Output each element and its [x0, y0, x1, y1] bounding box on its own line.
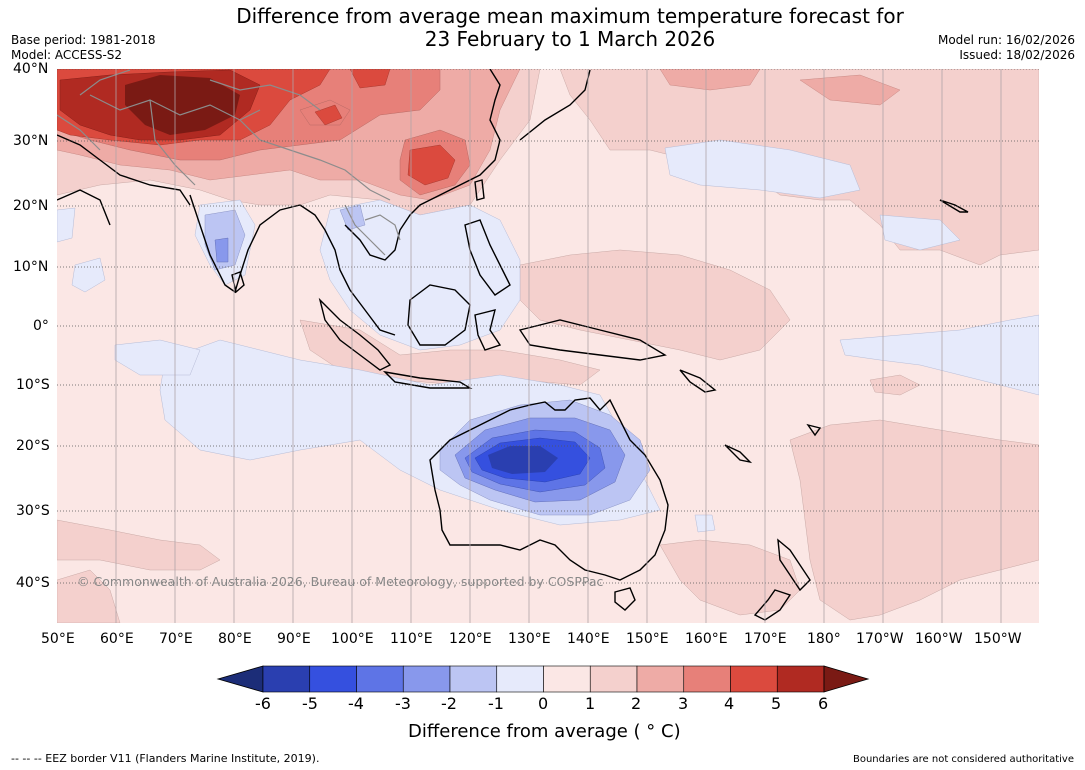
lon-label: 100°E: [331, 631, 374, 647]
colorbar-cell: [309, 665, 357, 693]
colorbar-cell: [449, 665, 498, 693]
base-period: Base period: 1981-2018: [11, 33, 156, 47]
lon-label: 90°E: [277, 631, 311, 647]
coastlines: [57, 69, 969, 621]
colorbar-cell: [402, 665, 451, 693]
lat-label: 10°N: [13, 259, 49, 275]
colorbar-tick-label: -5: [302, 694, 318, 713]
map-title-line-2: 23 February to 1 March 2026: [424, 27, 716, 51]
colorbar-extend-low: [216, 665, 264, 693]
colorbar-tick-label: -4: [348, 694, 364, 713]
colorbar-tick-label: 5: [771, 694, 782, 713]
lat-label: 0°: [33, 318, 49, 334]
colorbar-tick-label: 1: [585, 694, 596, 713]
lon-label: 180°: [807, 631, 841, 647]
colorbar-tick-label: -1: [488, 694, 504, 713]
copyright-notice: © Commonwealth of Australia 2026, Bureau…: [77, 574, 604, 589]
colorbar-tick-label: -6: [255, 694, 271, 713]
colorbar-cell: [730, 665, 778, 693]
colorbar-cell: [496, 665, 544, 693]
lon-label: 150°E: [626, 631, 669, 647]
colorbar-tick-label: -2: [441, 694, 457, 713]
colorbar: [216, 665, 870, 693]
cool-minus5-minus6-zones: [488, 446, 558, 474]
lon-label: 110°E: [390, 631, 433, 647]
colorbar-tick-label: 0: [538, 694, 549, 713]
colorbar-tick-label: 4: [724, 694, 735, 713]
warm-above-6-zones: [125, 75, 240, 135]
lon-label: 70°E: [159, 631, 193, 647]
lon-label: 140°E: [567, 631, 610, 647]
lon-label: 60°E: [100, 631, 134, 647]
lon-label: 170°W: [856, 631, 904, 647]
colorbar-cells: [262, 665, 825, 693]
model-run: Model run: 16/02/2026: [937, 33, 1075, 47]
lon-label: 150°W: [974, 631, 1022, 647]
colorbar-tick-label: -3: [395, 694, 411, 713]
anomaly-field: [57, 69, 1039, 623]
lon-label: 130°E: [508, 631, 551, 647]
lat-label: 40°S: [16, 575, 50, 591]
model-name: Model: ACCESS-S2: [11, 48, 123, 62]
eez-legend: -- -- -- EEZ border V11 (Flanders Marine…: [11, 752, 320, 765]
lon-label: 170°E: [744, 631, 787, 647]
colorbar-tick-label: 6: [818, 694, 829, 713]
colorbar-cell: [356, 665, 404, 693]
lon-label: 160°W: [915, 631, 963, 647]
colorbar-title: Difference from average ( ° C): [408, 721, 681, 742]
colorbar-cell: [636, 665, 685, 693]
meridians: [115, 69, 1002, 623]
lat-label: 10°S: [16, 377, 50, 393]
colorbar-extend-high: [823, 665, 870, 693]
colorbar-tick-label: 3: [678, 694, 689, 713]
lat-label: 30°S: [16, 503, 50, 519]
lat-label: 30°N: [13, 133, 49, 149]
lat-label: 20°N: [13, 198, 49, 214]
colorbar-cell: [543, 665, 591, 693]
colorbar-cell: [262, 665, 311, 693]
lon-label: 80°E: [218, 631, 252, 647]
map-title-line-1: Difference from average mean maximum tem…: [236, 4, 904, 28]
colorbar-cell: [683, 665, 731, 693]
lat-label: 40°N: [13, 61, 49, 77]
lon-label: 160°E: [685, 631, 728, 647]
colorbar-cell: [776, 665, 825, 693]
lon-label: 120°E: [449, 631, 492, 647]
issued-date: Issued: 18/02/2026: [959, 48, 1075, 62]
country-borders: [57, 69, 401, 256]
colorbar-tick-label: 2: [631, 694, 642, 713]
boundary-disclaimer: Boundaries are not considered authoritat…: [852, 754, 1074, 765]
lon-label: 50°E: [41, 631, 75, 647]
colorbar-cell: [589, 665, 638, 693]
lat-label: 20°S: [16, 438, 50, 454]
